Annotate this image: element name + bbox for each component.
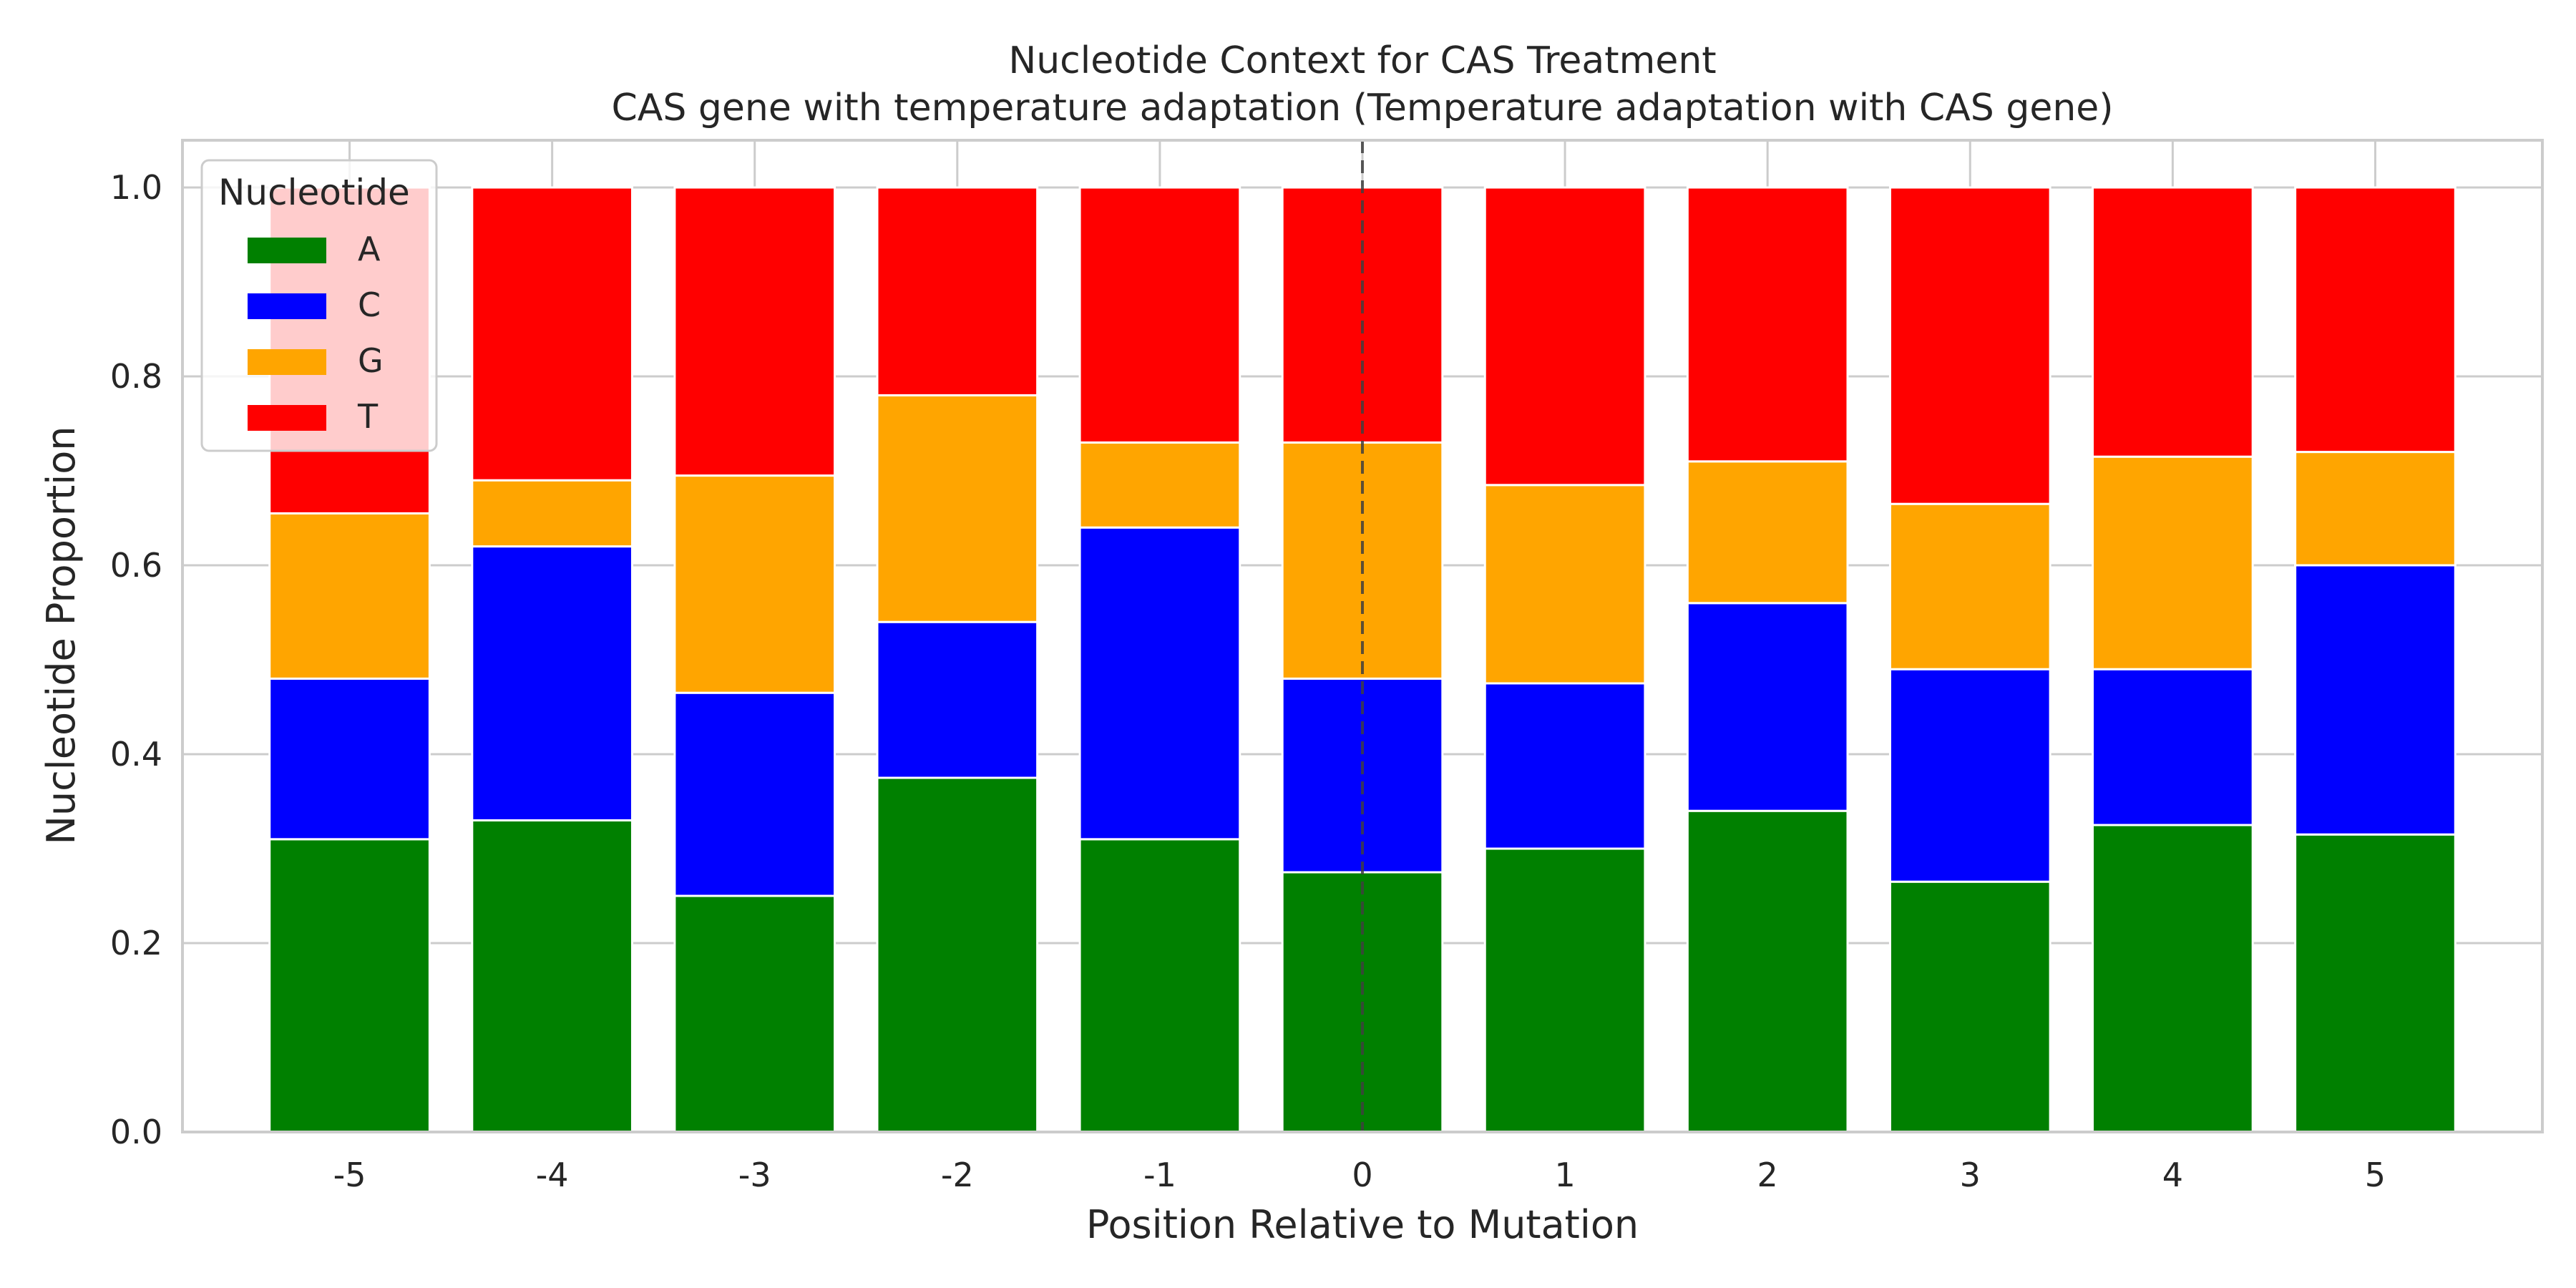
bar-segment-T--1 <box>1078 186 1241 444</box>
chart-title: Nucleotide Context for CAS Treatment <box>1008 39 1716 82</box>
y-tick-label: 0.2 <box>110 924 162 962</box>
bar-segment-C--3 <box>673 691 836 897</box>
bar-segment-T--3 <box>673 186 836 477</box>
bar-segment-C--1 <box>1078 526 1241 841</box>
legend-swatch-T <box>248 405 326 431</box>
x-tick-label: 3 <box>1960 1156 1981 1194</box>
y-tick-label: 0.8 <box>110 357 162 396</box>
x-tick-label: -5 <box>333 1156 366 1194</box>
bar-segment-T-2 <box>1686 186 1849 463</box>
bar-segment-C--2 <box>876 620 1039 779</box>
bar-segment-A--4 <box>471 819 633 1133</box>
x-tick-label: 1 <box>1554 1156 1575 1194</box>
bar-segment-T--4 <box>471 186 633 482</box>
bar-segment-A-2 <box>1686 809 1849 1133</box>
tick-labels: 0.0 0.2 0.4 0.6 0.8 1.0 -5 -4 -3 -2 -1 0 1 2 3 4 5 <box>110 168 2386 1194</box>
bar-segment-A-5 <box>2294 833 2457 1133</box>
x-tick-label: -3 <box>738 1156 771 1194</box>
bar-segment-T-4 <box>2092 186 2254 458</box>
legend-swatch-A <box>248 238 326 263</box>
chart-subtitle: CAS gene with temperature adaptation (Te… <box>611 87 2113 130</box>
bar-segment-C-1 <box>1483 682 1646 850</box>
bar-segment-A--1 <box>1078 838 1241 1133</box>
bar-segment-G-4 <box>2092 455 2254 670</box>
bar-segment-G-2 <box>1686 460 1849 605</box>
bar-segment-G-3 <box>1888 502 2051 670</box>
legend-label-A: A <box>358 230 381 268</box>
plot-frame <box>181 139 2544 1133</box>
legend-label-G: G <box>358 341 384 380</box>
y-tick-label: 0.4 <box>110 735 162 774</box>
bar-segment-C-4 <box>2092 668 2254 826</box>
y-tick-label: 1.0 <box>110 168 162 207</box>
x-tick-label: 0 <box>1352 1156 1372 1194</box>
y-axis-label: Nucleotide Proportion <box>39 426 84 844</box>
legend-title: Nucleotide <box>218 172 410 213</box>
bar-segment-C--5 <box>268 677 431 841</box>
bar-segment-G--3 <box>673 474 836 694</box>
bar-segment-G--2 <box>876 394 1039 623</box>
x-tick-label: -2 <box>941 1156 974 1194</box>
bar-segment-C--4 <box>471 545 633 821</box>
bar-segment-T--2 <box>876 186 1039 396</box>
bar-segment-C-3 <box>1888 668 2051 883</box>
bar-segment-A-4 <box>2092 824 2254 1133</box>
bar-segment-G-1 <box>1483 484 1646 685</box>
bar-segment-A-1 <box>1483 847 1646 1133</box>
bar-segment-G--5 <box>268 512 431 680</box>
legend-swatch-G <box>248 349 326 375</box>
x-tick-label: 4 <box>2162 1156 2183 1194</box>
x-tick-label: -4 <box>536 1156 569 1194</box>
legend-label-T: T <box>357 397 379 436</box>
bar-segment-A--5 <box>268 838 431 1133</box>
axes <box>181 139 2544 1133</box>
y-tick-label: 0.6 <box>110 546 162 585</box>
bar-segment-G-5 <box>2294 451 2457 567</box>
x-tick-label: -1 <box>1143 1156 1176 1194</box>
bar-segment-G--4 <box>471 479 633 548</box>
bar-segment-A--2 <box>876 776 1039 1133</box>
bar-segment-A-3 <box>1888 880 2051 1133</box>
x-tick-label: 2 <box>1757 1156 1778 1194</box>
x-axis-label: Position Relative to Mutation <box>1086 1202 1639 1247</box>
bar-segment-T-3 <box>1888 186 2051 505</box>
bar-segment-C-2 <box>1686 602 1849 812</box>
bars <box>268 186 2457 1133</box>
legend-swatch-C <box>248 293 326 319</box>
bar-segment-C-5 <box>2294 564 2457 836</box>
bar-segment-T-1 <box>1483 186 1646 487</box>
legend-label-C: C <box>358 286 381 324</box>
x-tick-label: 5 <box>2365 1156 2386 1194</box>
y-tick-label: 0.0 <box>110 1113 162 1151</box>
bar-segment-G--1 <box>1078 441 1241 529</box>
bar-segment-A--3 <box>673 894 836 1133</box>
bar-segment-T-5 <box>2294 186 2457 454</box>
